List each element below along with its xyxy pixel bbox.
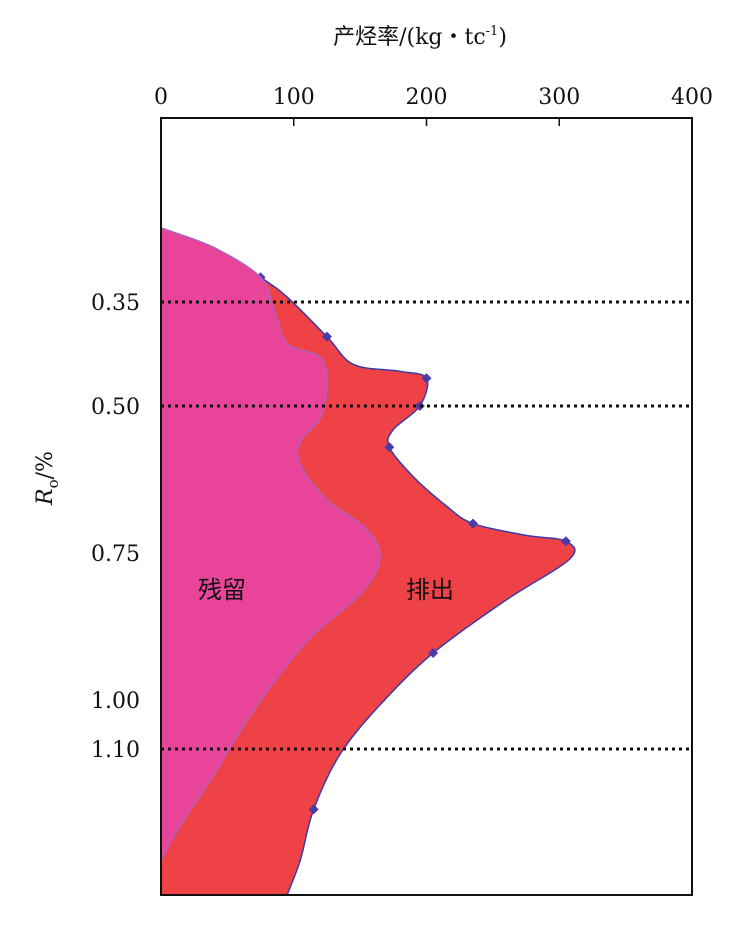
- reference-lines: [161, 300, 692, 751]
- x-tick-label: 300: [538, 85, 580, 110]
- x-tick-label: 400: [671, 85, 713, 110]
- region-label-expelled: 排出: [406, 576, 454, 604]
- data-point-marker: [560, 536, 571, 547]
- area-series: [160, 226, 576, 896]
- y-tick-labels: 0.35 0.50 0.75 1.00 1.10: [91, 291, 140, 763]
- plot-frame: [160, 117, 693, 896]
- y-tick-label: 0.50: [91, 395, 140, 420]
- region-label-residual: 残留: [198, 576, 246, 604]
- x-tick-labels: 0 100 200 300 400: [154, 85, 713, 126]
- data-point-marker: [321, 331, 332, 342]
- area-residual: [160, 226, 381, 863]
- x-tick-label: 200: [406, 85, 448, 110]
- y-tick-label: 1.10: [91, 738, 140, 763]
- y-tick-label: 0.35: [91, 291, 140, 316]
- data-point-marker: [384, 442, 395, 453]
- data-point-marker: [414, 401, 425, 411]
- x-axis-title: 产烃率/(kg・tc-1): [333, 24, 507, 50]
- y-tick-label: 1.00: [91, 689, 140, 714]
- data-point-marker: [428, 647, 439, 658]
- y-tick-label: 0.75: [91, 542, 140, 567]
- data-point-marker: [421, 373, 432, 384]
- data-point-marker: [308, 804, 319, 815]
- data-point-marker: [467, 518, 478, 529]
- x-tick-label: 100: [273, 85, 315, 110]
- x-tick-label: 0: [154, 85, 168, 110]
- y-axis-title: Ro/%: [33, 451, 62, 506]
